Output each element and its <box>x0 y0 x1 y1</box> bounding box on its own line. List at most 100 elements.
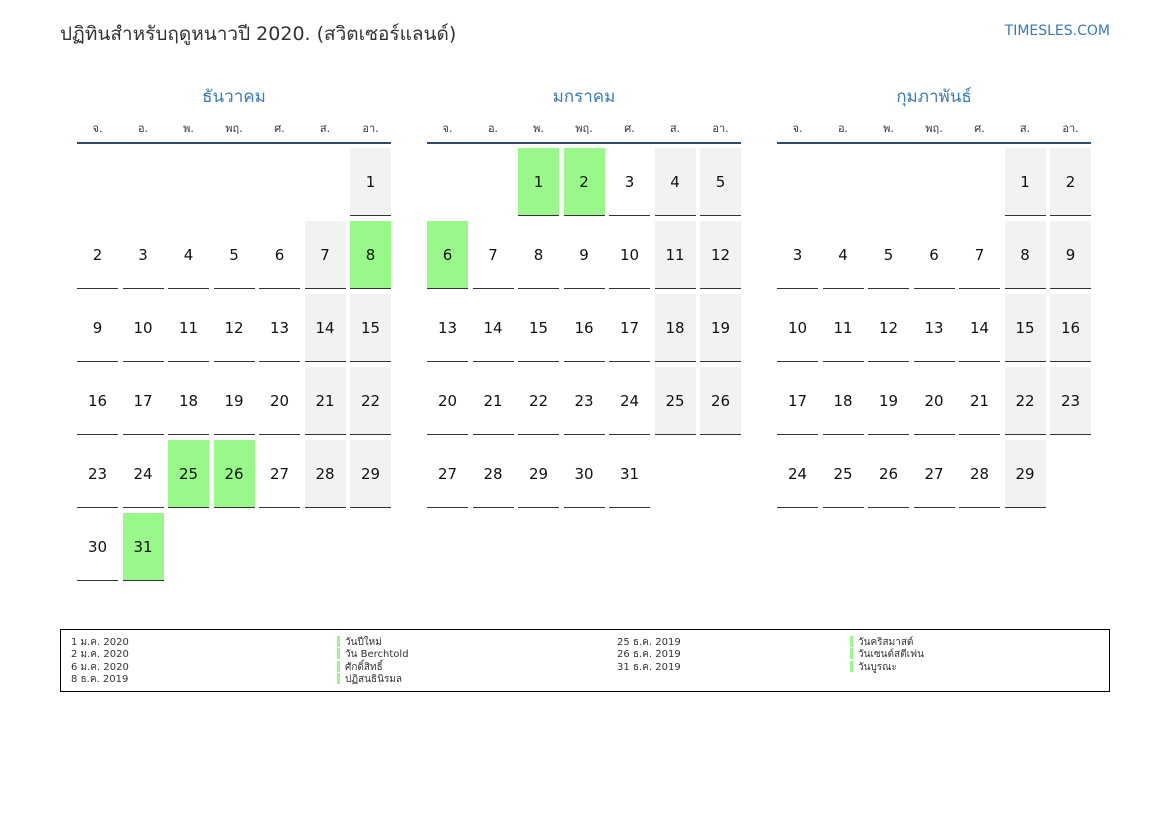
day-cell: 23 <box>1050 367 1091 435</box>
day-cell: 11 <box>654 221 696 289</box>
day-cell: 18 <box>822 367 864 435</box>
day-cell: 1 <box>518 148 559 216</box>
day-cell: 10 <box>777 294 818 362</box>
day-cell: 18 <box>168 367 209 435</box>
day-cell: 11 <box>168 294 209 362</box>
day-cell: 26 <box>213 440 255 508</box>
weekday-label: พ. <box>533 122 544 135</box>
day-cell: 16 <box>563 294 605 362</box>
day-cell: 27 <box>427 440 468 508</box>
day-cell: 20 <box>427 367 468 435</box>
holiday-name: วันเซนต์สตีเฟน <box>858 649 924 661</box>
day-cell: 6 <box>259 221 300 289</box>
weekday-label: ศ. <box>624 122 635 135</box>
day-cell: 26 <box>868 440 909 508</box>
holiday-marker <box>850 660 853 672</box>
day-cell: 9 <box>77 294 118 362</box>
day-cell: 5 <box>868 221 909 289</box>
day-cell: 13 <box>427 294 468 362</box>
day-cell: 11 <box>822 294 864 362</box>
weekday-label: จ. <box>792 122 803 135</box>
weekday-label: ศ. <box>974 122 985 135</box>
day-cell: 1 <box>350 148 391 216</box>
weekday-label: พ. <box>183 122 194 135</box>
header-rule <box>77 142 391 144</box>
day-cell: 21 <box>304 367 346 435</box>
day-cell: 22 <box>518 367 559 435</box>
day-cell: 28 <box>959 440 1000 508</box>
holiday-date: 8 ธ.ค. 2019 <box>71 673 129 685</box>
day-cell: 5 <box>700 148 741 216</box>
day-cell: 12 <box>700 221 741 289</box>
day-cell: 15 <box>350 294 391 362</box>
day-cell: 14 <box>472 294 514 362</box>
weekday-label: อา. <box>1062 122 1079 135</box>
weekday-label: จ. <box>92 122 103 135</box>
day-cell: 19 <box>700 294 741 362</box>
day-cell: 29 <box>1004 440 1046 508</box>
day-cell: 22 <box>1004 367 1046 435</box>
day-cell: 29 <box>350 440 391 508</box>
day-cell: 22 <box>350 367 391 435</box>
day-cell: 20 <box>913 367 955 435</box>
day-cell: 4 <box>654 148 696 216</box>
day-cell: 21 <box>472 367 514 435</box>
holiday-marker <box>337 672 340 684</box>
day-cell: 9 <box>1050 221 1091 289</box>
day-cell: 19 <box>213 367 255 435</box>
holiday-date: 25 ธ.ค. 2019 <box>617 637 681 648</box>
weekday-label: พ. <box>883 122 894 135</box>
day-cell: 13 <box>259 294 300 362</box>
holiday-name: ปฏิสนธินิรมล <box>345 673 403 685</box>
day-cell: 24 <box>777 440 818 508</box>
day-cell: 1 <box>1004 148 1046 216</box>
page-title: ปฏิทินสำหรับฤดูหนาวปี 2020. (สวิตเซอร์แล… <box>60 23 457 45</box>
day-cell: 8 <box>518 221 559 289</box>
day-cell: 7 <box>472 221 514 289</box>
weekday-label: จ. <box>442 122 453 135</box>
holiday-marker <box>337 636 340 647</box>
day-cell: 4 <box>822 221 864 289</box>
holiday-date: 26 ธ.ค. 2019 <box>617 649 681 661</box>
weekday-label: พฤ. <box>575 122 593 135</box>
day-cell: 25 <box>822 440 864 508</box>
holiday-date: 6 ม.ค. 2020 <box>71 661 129 673</box>
day-cell: 3 <box>777 221 818 289</box>
day-cell: 19 <box>868 367 909 435</box>
holiday-date: 2 ม.ค. 2020 <box>71 649 129 661</box>
header-rule <box>777 142 1091 144</box>
month-name: ธันวาคม <box>202 87 266 107</box>
day-cell: 2 <box>563 148 605 216</box>
holiday-legend: 1 ม.ค. 2020 วันปีใหม่ 2 ม.ค. 2020 วัน Berch… <box>60 629 1110 692</box>
site-link[interactable]: TIMESLES.COM <box>1004 23 1110 39</box>
weekday-label: ส. <box>319 122 331 135</box>
weekday-label: อา. <box>362 122 379 135</box>
holiday-date: 1 ม.ค. 2020 <box>71 637 129 648</box>
day-cell: 8 <box>1004 221 1046 289</box>
weekday-label: อ. <box>137 122 149 135</box>
weekday-label: อ. <box>837 122 849 135</box>
day-cell: 9 <box>563 221 605 289</box>
day-cell: 12 <box>213 294 255 362</box>
day-cell: 27 <box>259 440 300 508</box>
day-cell: 6 <box>913 221 955 289</box>
day-cell: 13 <box>913 294 955 362</box>
day-cell: 30 <box>563 440 605 508</box>
holiday-marker <box>850 636 853 647</box>
day-cell: 28 <box>472 440 514 508</box>
day-cell: 17 <box>122 367 164 435</box>
day-cell: 7 <box>959 221 1000 289</box>
day-cell: 14 <box>959 294 1000 362</box>
day-cell: 2 <box>77 221 118 289</box>
month-name: กุมภาพันธ์ <box>896 87 972 107</box>
holiday-date: 31 ธ.ค. 2019 <box>617 661 681 673</box>
weekday-label: ศ. <box>274 122 285 135</box>
day-cell: 2 <box>1050 148 1091 216</box>
holiday-marker <box>850 648 853 660</box>
day-cell: 18 <box>654 294 696 362</box>
day-cell: 25 <box>168 440 209 508</box>
weekday-label: ส. <box>1019 122 1031 135</box>
holiday-name: วัน Berchtold <box>345 649 409 661</box>
day-cell: 15 <box>518 294 559 362</box>
